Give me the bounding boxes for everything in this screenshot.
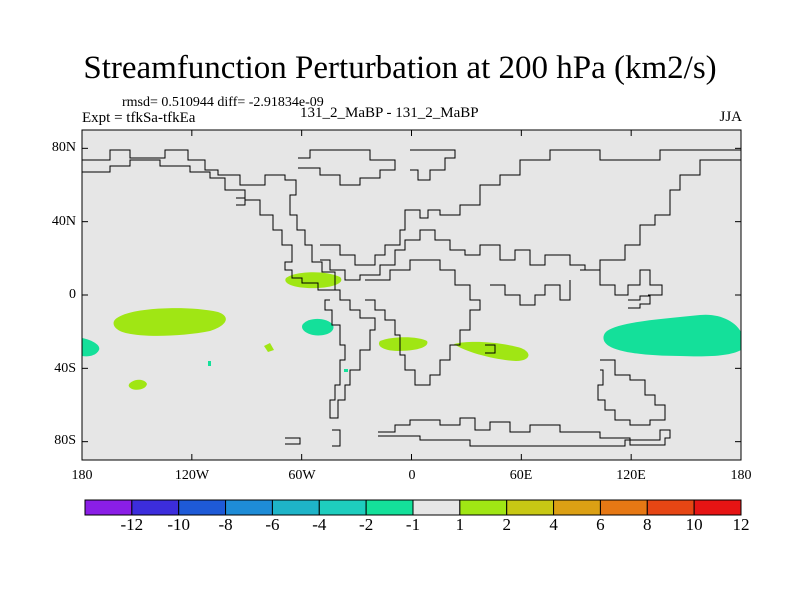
australia-outline <box>597 359 666 426</box>
colorbar-box <box>412 499 461 516</box>
lon-tick-label: 60W <box>288 468 316 483</box>
colorbar-box <box>178 499 227 516</box>
colorbar-box <box>459 499 508 516</box>
anomaly-lime-small-pacific <box>128 379 147 390</box>
colorbar-box <box>365 499 414 516</box>
colorbar-box <box>271 499 320 516</box>
lon-tick-label: 120E <box>616 468 646 483</box>
lon-tick-label: 180 <box>71 468 93 483</box>
anomaly-green-tropical-atlantic <box>302 318 334 336</box>
madagascar-outline <box>485 344 496 354</box>
colorbar-label: -4 <box>312 515 327 534</box>
antarctica-outline-2 <box>332 429 341 447</box>
colorbar-box <box>693 499 742 516</box>
lat-tick-label: 0 <box>69 287 76 302</box>
anomaly-lime-south-africa <box>454 341 529 361</box>
nz-outline <box>628 295 651 309</box>
colorbar-label: 12 <box>732 515 750 534</box>
rmsd-diff-stats: rmsd= 0.510944 diff= -2.91834e-09 <box>122 95 324 110</box>
continent-outlines <box>82 149 742 447</box>
colorbar-label: -6 <box>265 515 280 534</box>
colorbar <box>84 499 742 516</box>
colorbar-label: -12 <box>120 515 144 534</box>
anomaly-lime-pacific <box>113 308 226 336</box>
anomaly-lime-central-america <box>285 272 342 289</box>
colorbar-label: 8 <box>643 515 652 534</box>
axis-ticks <box>81 130 742 460</box>
anomaly-green-dot-2 <box>344 369 348 372</box>
map-background <box>82 130 741 460</box>
season-label: JJA <box>719 109 742 125</box>
plot-title: Streamfunction Perturbation at 200 hPa (… <box>83 50 717 86</box>
antarctica-main-outline <box>378 417 671 447</box>
anomaly-lime-small-peru <box>264 343 274 352</box>
anomaly-green-pacific-east <box>603 314 741 357</box>
colorbar-label: -8 <box>218 515 233 534</box>
colorbar-label: -1 <box>405 515 421 534</box>
colorbar-label: 6 <box>596 515 605 534</box>
southeast-asia-outline <box>580 269 663 296</box>
lon-tick-label: 0 <box>408 468 416 483</box>
arabia-india-outline <box>490 280 571 306</box>
antarctica-outline <box>285 437 301 445</box>
lat-tick-label: 40N <box>51 214 76 229</box>
alaska-islands-outline <box>236 197 246 206</box>
colorbar-box <box>506 499 555 516</box>
lat-tick-label: 80N <box>51 140 76 155</box>
north-america-outline <box>82 149 336 291</box>
greenland-outline <box>410 149 456 181</box>
arctic-islands-outline <box>298 149 396 186</box>
colorbar-box <box>318 499 367 516</box>
lon-tick-label: 180 <box>730 468 752 483</box>
colorbar-label: -2 <box>359 515 374 534</box>
lat-tick-label: 80S <box>54 433 76 448</box>
anomaly-green-left-edge <box>82 338 100 357</box>
africa-outline <box>365 259 481 386</box>
anomaly-lime-south-atlantic <box>378 337 428 351</box>
colorbar-label: -10 <box>167 515 191 534</box>
colorbar-box <box>646 499 695 516</box>
colorbar-box <box>553 499 601 516</box>
anomaly-green-dot <box>208 361 211 366</box>
colorbar-box <box>131 499 180 516</box>
south-america-outline <box>324 289 376 419</box>
lat-tick-label: 40S <box>54 361 76 376</box>
lon-tick-label: 60E <box>509 468 533 483</box>
colorbar-label: 2 <box>502 515 511 534</box>
colorbar-box <box>84 499 133 516</box>
lon-tick-label: 120W <box>174 468 210 483</box>
anomaly-fields <box>82 272 741 390</box>
colorbar-label: 1 <box>455 515 465 534</box>
case-label: 131_2_MaBP - 131_2_MaBP <box>300 105 479 121</box>
eurasia-outline <box>320 149 742 281</box>
colorbar-box <box>225 499 273 516</box>
colorbar-label: 10 <box>685 515 703 534</box>
colorbar-box <box>599 499 648 516</box>
colorbar-label: 4 <box>549 515 558 534</box>
experiment-label: Expt = tfkSa-tfkEa <box>82 110 196 126</box>
